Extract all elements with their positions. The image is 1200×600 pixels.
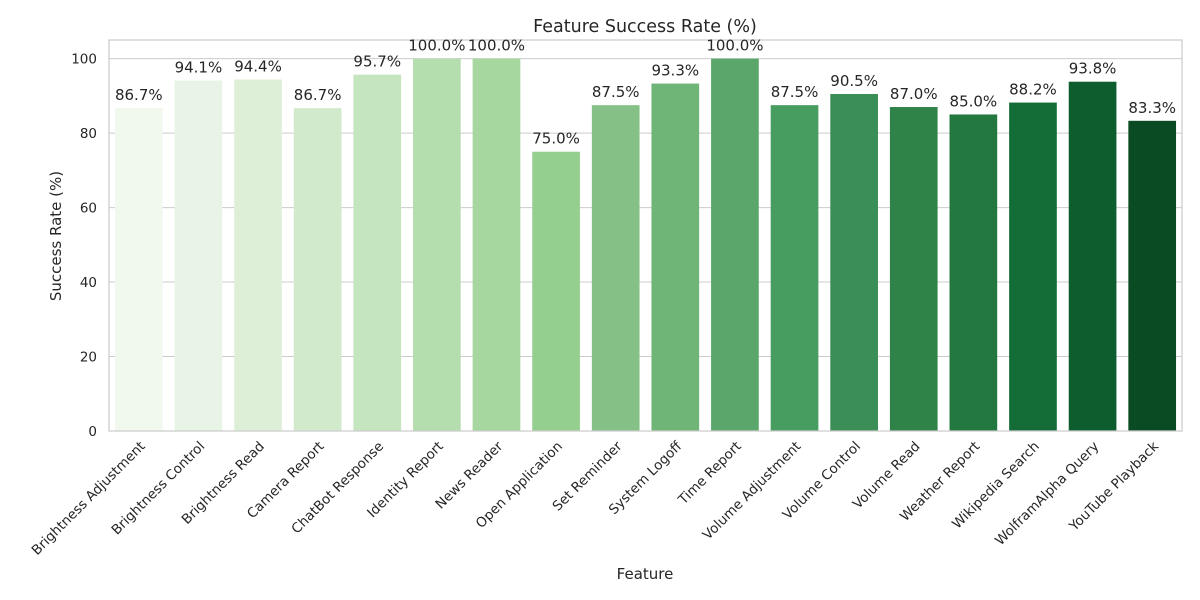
bar: [830, 93, 878, 431]
bar-value-label: 83.3%: [1128, 99, 1176, 117]
bar: [711, 58, 759, 431]
x-tick-label: WolframAlpha Query: [992, 439, 1102, 549]
bar-value-label: 87.5%: [771, 83, 819, 101]
bar: [114, 108, 163, 431]
bar-value-label: 87.0%: [890, 85, 938, 103]
bar-value-label: 93.8%: [1069, 60, 1117, 78]
chart-title: Feature Success Rate (%): [533, 17, 757, 37]
bar: [413, 58, 461, 431]
y-tick-label: 0: [88, 424, 97, 440]
y-tick-label: 40: [80, 275, 97, 291]
bar-value-label: 94.4%: [234, 57, 282, 75]
bar-value-label: 88.2%: [1009, 81, 1057, 99]
bar: [234, 79, 282, 431]
bar: [949, 114, 998, 431]
bar: [1009, 102, 1057, 431]
bar-value-label: 93.3%: [651, 62, 699, 80]
y-axis-ticks: 0 20 40 60 80 100: [71, 52, 97, 440]
bar-value-label: 100.0%: [706, 37, 763, 55]
x-axis-label: Feature: [617, 565, 674, 583]
bar: [1068, 81, 1117, 431]
bar-value-label: 86.7%: [115, 86, 163, 104]
bar-value-label: 100.0%: [408, 37, 465, 55]
y-tick-label: 80: [80, 126, 97, 142]
bar: [1128, 120, 1177, 431]
bar-value-label: 87.5%: [592, 83, 640, 101]
bar: [472, 58, 521, 431]
y-axis-label: Success Rate (%): [47, 171, 65, 301]
bar-value-label: 75.0%: [532, 130, 580, 148]
bar: [353, 74, 402, 431]
bar: [770, 105, 819, 432]
x-tick-label: Volume Adjustment: [700, 439, 805, 544]
bar: [591, 105, 640, 432]
bar: [174, 80, 223, 431]
bar-value-label: 95.7%: [353, 53, 401, 71]
y-tick-label: 60: [80, 201, 97, 217]
bar-value-label: 86.7%: [294, 86, 342, 104]
plot-frame: [108, 39, 1183, 432]
y-tick-label: 20: [80, 350, 97, 366]
bar-series: [114, 58, 1177, 432]
bar-value-label: 94.1%: [175, 59, 223, 77]
bar-value-label: 90.5%: [830, 72, 878, 90]
bar: [532, 151, 580, 431]
bar: [889, 107, 938, 432]
y-tick-label: 100: [71, 52, 97, 68]
data-labels: 86.7%94.1% 94.4%86.7%95.7%100.0% 100.0%75.…: [115, 37, 1176, 148]
bar: [651, 83, 700, 431]
x-tick-label: Brightness Adjustment: [29, 439, 149, 559]
bar-value-label: 85.0%: [950, 92, 998, 110]
bar: [293, 108, 342, 431]
bar-value-label: 100.0%: [468, 37, 525, 55]
